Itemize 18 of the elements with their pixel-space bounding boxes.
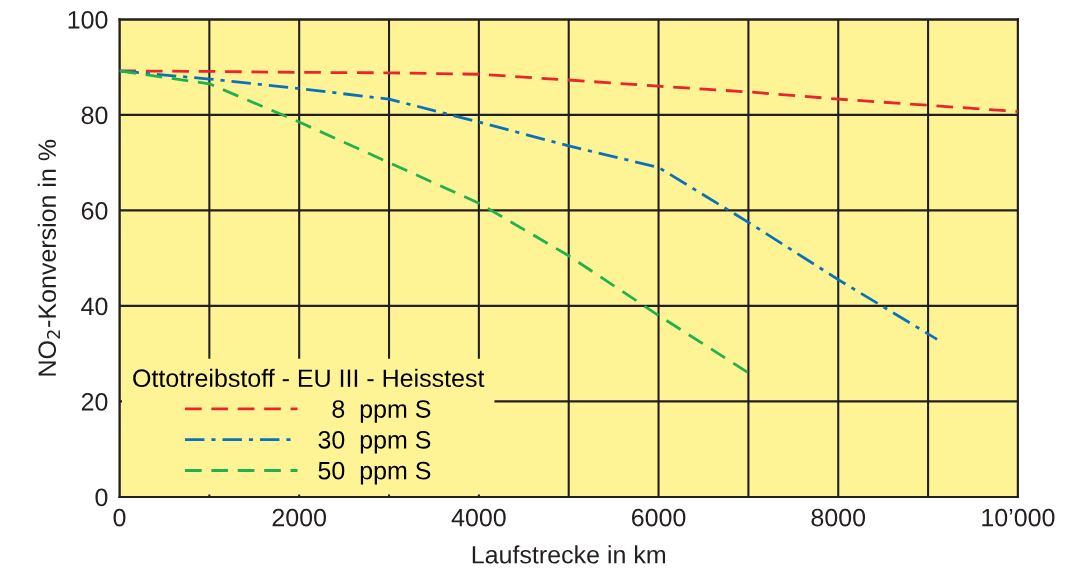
x-axis-title: Laufstrecke in km	[472, 545, 666, 564]
y-tick-label: 40	[81, 297, 108, 316]
y-axis-title: NO$_{2}$-Konversion in %	[37, 139, 60, 376]
x-tick-label: 0	[113, 508, 126, 527]
legend-label: 30 ppm S	[318, 430, 431, 454]
legend-title: Ottotreibstoff - EU III - Heisstest	[133, 368, 485, 388]
x-tick-label: 4000	[451, 508, 506, 527]
y-tick-label: 60	[81, 201, 108, 220]
y-tick-label: 20	[81, 393, 108, 411]
y-tick-label: 0	[95, 488, 108, 507]
x-tick-label: 6000	[632, 508, 686, 527]
legend-label: 8 ppm S	[332, 400, 431, 423]
x-tick-label: 2000	[272, 508, 327, 527]
x-tick-label: 10’000	[982, 508, 1055, 527]
x-tick-label: 8000	[811, 508, 866, 527]
y-tick-label: 100	[68, 10, 108, 29]
legend-label: 50 ppm S	[318, 461, 431, 485]
y-tick-label: 80	[81, 106, 108, 125]
